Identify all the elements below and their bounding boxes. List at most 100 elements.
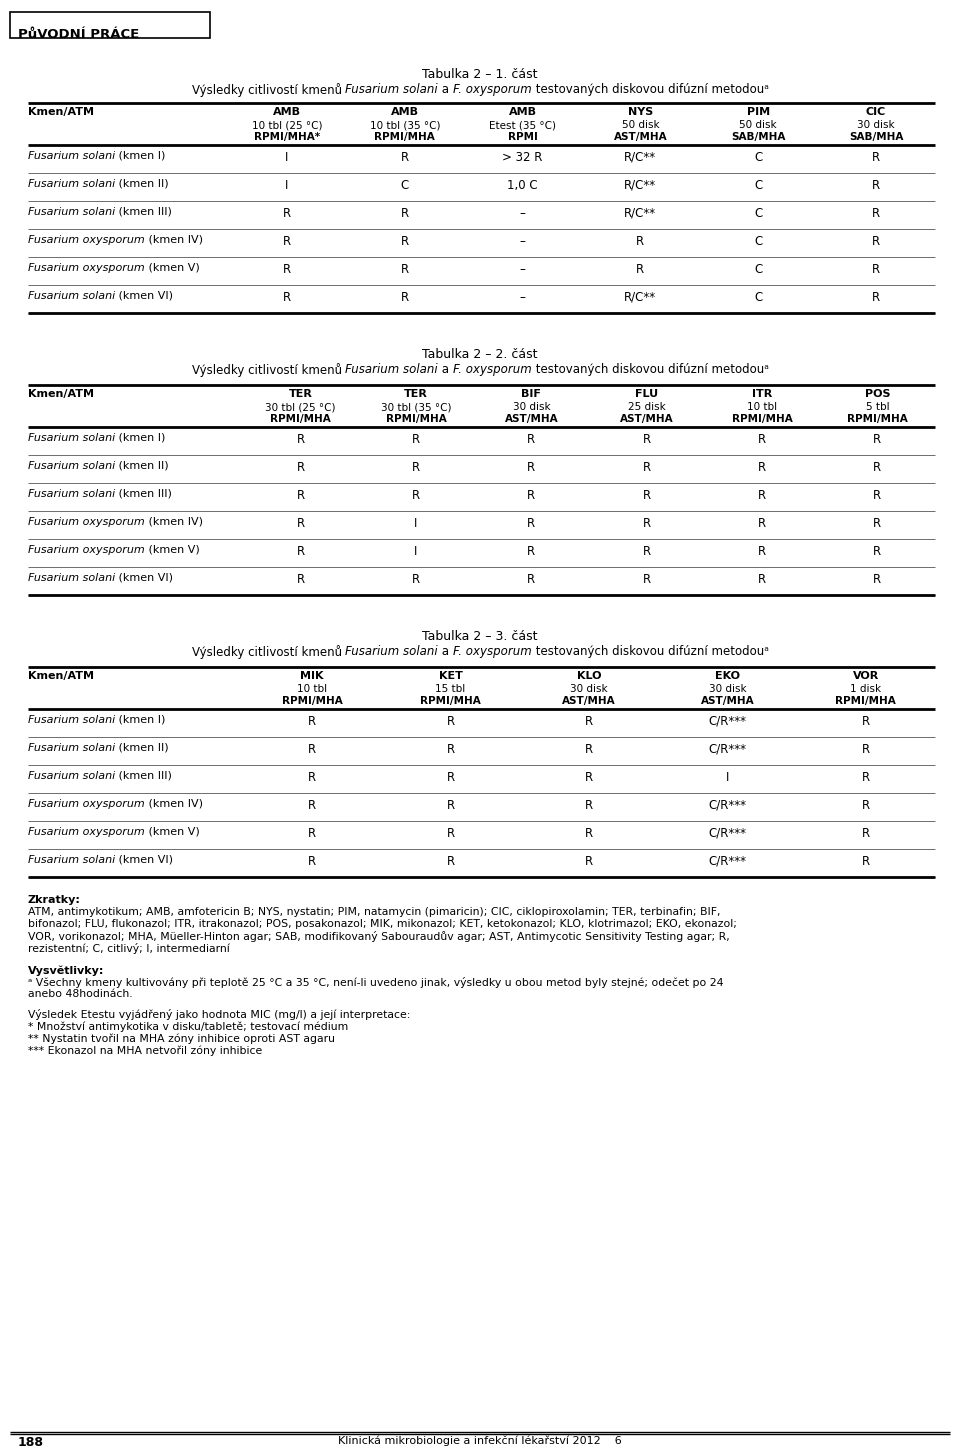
Text: C/R***: C/R*** xyxy=(708,743,747,756)
Text: R: R xyxy=(642,574,651,587)
Text: C: C xyxy=(755,235,762,248)
Text: Fusarium solani: Fusarium solani xyxy=(28,208,115,216)
Text: AMB: AMB xyxy=(273,107,300,118)
Text: R: R xyxy=(400,263,409,276)
Text: R: R xyxy=(642,544,651,558)
Text: R: R xyxy=(400,151,409,164)
Text: F. oxysporum: F. oxysporum xyxy=(453,645,532,658)
Text: AST/MHA: AST/MHA xyxy=(505,414,558,424)
Text: R: R xyxy=(862,828,870,841)
Text: Fusarium solani: Fusarium solani xyxy=(28,489,115,499)
Text: 10 tbl: 10 tbl xyxy=(298,684,327,694)
Text: Fusarium solani: Fusarium solani xyxy=(346,645,438,658)
Text: R: R xyxy=(872,179,880,192)
Text: R: R xyxy=(412,433,420,446)
Text: R: R xyxy=(297,460,304,473)
Text: R: R xyxy=(283,290,291,303)
Text: 30 tbl (35 °C): 30 tbl (35 °C) xyxy=(381,402,451,412)
Text: R: R xyxy=(308,743,316,756)
Text: R: R xyxy=(874,433,881,446)
Text: Tabulka 2 – 2. část: Tabulka 2 – 2. část xyxy=(422,348,538,362)
Text: (kmen V): (kmen V) xyxy=(145,828,200,836)
Text: R: R xyxy=(446,828,455,841)
Text: Fusarium solani: Fusarium solani xyxy=(28,460,115,470)
Text: (kmen V): (kmen V) xyxy=(145,263,200,273)
Text: I: I xyxy=(415,544,418,558)
Text: –: – xyxy=(519,263,525,276)
Text: I: I xyxy=(285,179,289,192)
Text: > 32 R: > 32 R xyxy=(502,151,542,164)
Text: 50 disk: 50 disk xyxy=(622,121,660,131)
Text: (kmen I): (kmen I) xyxy=(115,714,166,725)
Text: KET: KET xyxy=(439,671,463,681)
Text: (kmen I): (kmen I) xyxy=(115,151,166,161)
Text: (kmen III): (kmen III) xyxy=(115,771,172,781)
Text: VOR: VOR xyxy=(852,671,879,681)
Text: Výsledky citlivostí kmenů: Výsledky citlivostí kmenů xyxy=(192,363,346,378)
Text: 10 tbl: 10 tbl xyxy=(747,402,777,412)
Text: R: R xyxy=(412,574,420,587)
Text: R: R xyxy=(862,743,870,756)
Text: R: R xyxy=(758,489,766,502)
Text: R: R xyxy=(862,771,870,784)
Text: R: R xyxy=(758,433,766,446)
Text: 30 disk: 30 disk xyxy=(708,684,746,694)
Text: R: R xyxy=(874,517,881,530)
Text: R: R xyxy=(308,828,316,841)
Text: AST/MHA: AST/MHA xyxy=(563,696,615,706)
Text: VOR, vorikonazol; MHA, Müeller-Hinton agar; SAB, modifikovaný Sabouraudův agar; : VOR, vorikonazol; MHA, Müeller-Hinton ag… xyxy=(28,931,730,942)
Text: 15 tbl: 15 tbl xyxy=(436,684,466,694)
Text: R: R xyxy=(862,714,870,727)
Text: Tabulka 2 – 1. část: Tabulka 2 – 1. část xyxy=(422,68,538,81)
Text: R: R xyxy=(862,855,870,868)
Text: R: R xyxy=(527,460,536,473)
Text: R: R xyxy=(283,208,291,221)
Text: 5 tbl: 5 tbl xyxy=(866,402,889,412)
Text: R: R xyxy=(308,714,316,727)
Text: SAB/MHA: SAB/MHA xyxy=(849,132,903,142)
Text: RPMI/MHA: RPMI/MHA xyxy=(386,414,446,424)
Text: R: R xyxy=(297,517,304,530)
Text: SAB/MHA: SAB/MHA xyxy=(732,132,785,142)
Text: 30 tbl (25 °C): 30 tbl (25 °C) xyxy=(265,402,336,412)
Text: 1 disk: 1 disk xyxy=(851,684,881,694)
Text: Fusarium oxysporum: Fusarium oxysporum xyxy=(28,544,145,555)
Text: R: R xyxy=(874,574,881,587)
Text: R: R xyxy=(585,828,593,841)
Text: R: R xyxy=(758,517,766,530)
Text: (kmen II): (kmen II) xyxy=(115,179,169,189)
Text: R: R xyxy=(308,855,316,868)
Text: C/R***: C/R*** xyxy=(708,714,747,727)
Text: –: – xyxy=(519,290,525,303)
Text: R: R xyxy=(308,799,316,812)
Text: R: R xyxy=(636,263,644,276)
Text: I: I xyxy=(726,771,729,784)
Text: RPMI/MHA: RPMI/MHA xyxy=(374,132,435,142)
Text: Výsledky citlivostí kmenů: Výsledky citlivostí kmenů xyxy=(192,645,346,659)
Text: R: R xyxy=(446,743,455,756)
Text: R/C**: R/C** xyxy=(624,290,657,303)
Text: FLU: FLU xyxy=(636,389,659,399)
Text: AST/MHA: AST/MHA xyxy=(620,414,674,424)
Text: a: a xyxy=(438,83,453,96)
Text: R: R xyxy=(642,460,651,473)
Text: R: R xyxy=(527,517,536,530)
Text: Tabulka 2 – 3. část: Tabulka 2 – 3. část xyxy=(422,630,538,643)
Text: AST/MHA: AST/MHA xyxy=(701,696,755,706)
Text: testovaných diskovou difúzní metodouᵃ: testovaných diskovou difúzní metodouᵃ xyxy=(532,645,768,658)
Text: POS: POS xyxy=(865,389,890,399)
Text: testovaných diskovou difúzní metodouᵃ: testovaných diskovou difúzní metodouᵃ xyxy=(532,83,768,96)
Text: ATM, antimykotikum; AMB, amfotericin B; NYS, nystatin; PIM, natamycin (pimaricin: ATM, antimykotikum; AMB, amfotericin B; … xyxy=(28,908,721,918)
Text: 25 disk: 25 disk xyxy=(628,402,665,412)
Text: AST/MHA: AST/MHA xyxy=(613,132,667,142)
Text: PIM: PIM xyxy=(747,107,770,118)
Text: testovaných diskovou difúzní metodouᵃ: testovaných diskovou difúzní metodouᵃ xyxy=(532,363,768,376)
Text: 10 tbl (25 °C): 10 tbl (25 °C) xyxy=(252,121,323,131)
Text: C: C xyxy=(400,179,409,192)
Text: (kmen IV): (kmen IV) xyxy=(145,235,203,245)
Text: F. oxysporum: F. oxysporum xyxy=(453,363,532,376)
Text: 1,0 C: 1,0 C xyxy=(507,179,538,192)
FancyBboxPatch shape xyxy=(10,12,210,38)
Text: Fusarium oxysporum: Fusarium oxysporum xyxy=(28,235,145,245)
Text: R: R xyxy=(874,489,881,502)
